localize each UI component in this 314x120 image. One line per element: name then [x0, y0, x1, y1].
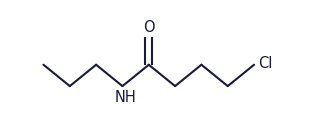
Text: NH: NH — [115, 90, 137, 105]
Text: O: O — [143, 20, 154, 35]
Text: Cl: Cl — [258, 56, 273, 71]
